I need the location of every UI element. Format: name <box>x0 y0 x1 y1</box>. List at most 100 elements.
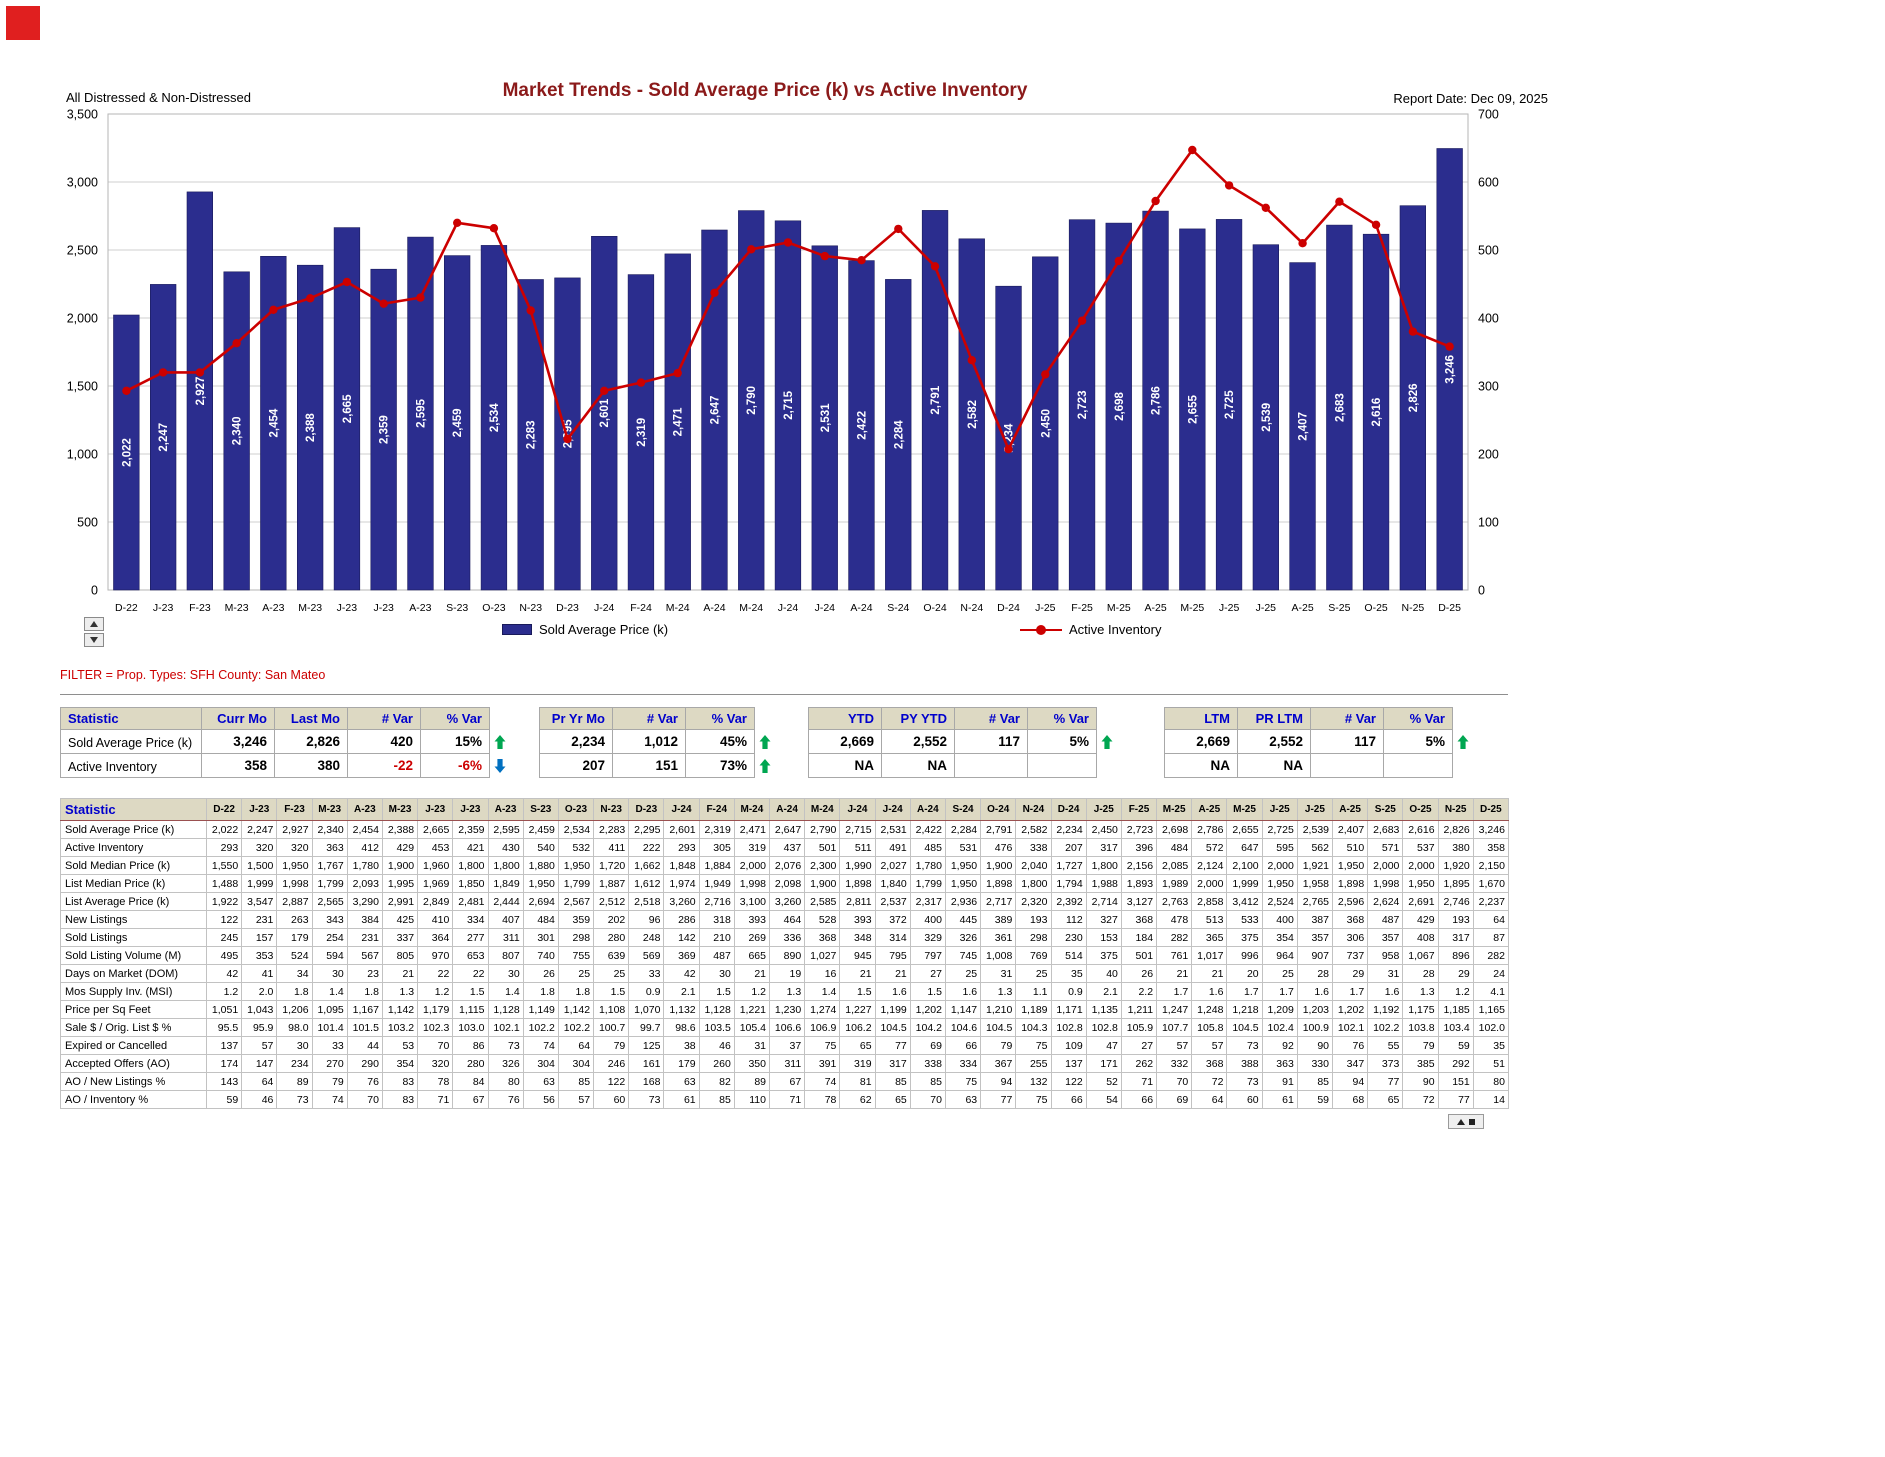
table-cell: 292 <box>1437 1054 1474 1073</box>
table-cell: 567 <box>346 946 383 965</box>
table-cell: 57 <box>1156 1036 1193 1055</box>
svg-text:2,283: 2,283 <box>526 420 538 449</box>
table-cell: 104.6 <box>944 1018 982 1037</box>
table-cell: 61 <box>1261 1090 1298 1109</box>
summary-value <box>1383 753 1453 778</box>
svg-text:2,786: 2,786 <box>1151 386 1163 415</box>
table-cell: 311 <box>487 928 524 947</box>
table-cell: 104.2 <box>909 1018 946 1037</box>
table-cell: 106.9 <box>804 1018 841 1037</box>
table-cell: 464 <box>768 910 806 929</box>
line-series <box>122 145 1454 454</box>
bar-series-swatch-icon <box>502 624 532 635</box>
table-cell: 277 <box>452 928 489 947</box>
table-cell: 286 <box>663 910 700 929</box>
svg-text:2,725: 2,725 <box>1224 390 1236 419</box>
table-cell: 89 <box>276 1072 313 1091</box>
table-cell: 64 <box>557 1036 595 1055</box>
table-cell: 1,998 <box>733 874 771 893</box>
table-cell: 478 <box>1156 910 1193 929</box>
table-cell: 363 <box>1261 1054 1298 1073</box>
table-cell: 2,714 <box>1085 892 1122 911</box>
table-corner-control[interactable] <box>1448 1114 1484 1129</box>
table-cell: 359 <box>557 910 595 929</box>
filter-text: FILTER = Prop. Types: SFH County: San Ma… <box>60 668 326 682</box>
table-cell: 375 <box>1085 946 1122 965</box>
month-header: M-24 <box>804 798 841 821</box>
summary-col-header: YTD <box>808 707 882 730</box>
table-cell: 1,895 <box>1437 874 1474 893</box>
table-cell: 74 <box>311 1090 348 1109</box>
table-cell: 1,189 <box>1015 1000 1052 1019</box>
table-cell: 245 <box>205 928 243 947</box>
table-cell: 304 <box>522 1054 559 1073</box>
summary-value: 2,826 <box>274 729 348 754</box>
table-cell: 389 <box>980 910 1017 929</box>
month-header: D-23 <box>628 798 665 821</box>
table-cell: 29 <box>1437 964 1474 983</box>
table-cell: 77 <box>1437 1090 1474 1109</box>
scroll-down-button[interactable] <box>84 633 104 647</box>
svg-text:2,454: 2,454 <box>268 408 280 437</box>
table-cell: 68 <box>1331 1090 1369 1109</box>
table-cell: 106.2 <box>839 1018 876 1037</box>
summary-value: 1,012 <box>612 729 686 754</box>
table-cell: 77 <box>874 1036 911 1055</box>
table-cell: 260 <box>698 1054 735 1073</box>
summary-value: 207 <box>539 753 613 778</box>
summary-col-header: # Var <box>1310 707 1384 730</box>
table-row: Sold Median Price (k) 1,550 1,500 1,950 1,76… <box>60 856 1509 875</box>
month-header: M-25 <box>1226 798 1263 821</box>
table-cell: 153 <box>1085 928 1122 947</box>
table-cell: 1,989 <box>1156 874 1193 893</box>
summary-value: 151 <box>612 753 686 778</box>
table-cell: 1,999 <box>1226 874 1263 893</box>
table-cell: 2,027 <box>874 856 911 875</box>
table-cell: 21 <box>1191 964 1228 983</box>
table-cell: 1,185 <box>1437 1000 1474 1019</box>
table-cell: 107.7 <box>1156 1018 1193 1037</box>
table-cell: 76 <box>346 1072 383 1091</box>
table-cell: 85 <box>874 1072 911 1091</box>
table-cell: 35 <box>1050 964 1087 983</box>
table-cell: 737 <box>1331 946 1369 965</box>
month-header: O-24 <box>980 798 1017 821</box>
table-cell: 1,887 <box>593 874 630 893</box>
row-label: Active Inventory <box>60 838 207 857</box>
table-cell: 2,022 <box>205 820 243 839</box>
table-cell: 16 <box>804 964 841 983</box>
table-cell: 53 <box>381 1036 419 1055</box>
scroll-up-button[interactable] <box>84 617 104 631</box>
table-cell: 2,320 <box>1015 892 1052 911</box>
table-cell: 1,165 <box>1472 1000 1509 1019</box>
svg-text:D-25: D-25 <box>1438 602 1461 614</box>
table-cell: 1,108 <box>593 1000 630 1019</box>
svg-text:A-24: A-24 <box>703 602 725 614</box>
divider-line <box>60 694 1508 695</box>
table-cell: 104.5 <box>874 1018 911 1037</box>
table-cell: 3,127 <box>1120 892 1158 911</box>
table-cell: 2.1 <box>663 982 700 1001</box>
table-cell: 137 <box>1050 1054 1087 1073</box>
table-cell: 384 <box>346 910 383 929</box>
table-cell: 2,624 <box>1367 892 1404 911</box>
table-cell: 2,100 <box>1226 856 1263 875</box>
table-cell: 487 <box>1367 910 1404 929</box>
table-cell: 21 <box>874 964 911 983</box>
table-cell: 1,884 <box>698 856 735 875</box>
table-cell: 1,210 <box>980 1000 1017 1019</box>
table-cell: 79 <box>980 1036 1017 1055</box>
table-row: Expired or Cancelled 137 57 30 33 44 53 70 86 73 7… <box>60 1036 1509 1055</box>
table-cell: 2,481 <box>452 892 489 911</box>
table-cell: 425 <box>381 910 419 929</box>
table-cell: 105.8 <box>1191 1018 1228 1037</box>
trend-arrow <box>490 729 514 754</box>
table-cell: 105.4 <box>733 1018 771 1037</box>
table-cell: 1,727 <box>1050 856 1087 875</box>
svg-text:2,595: 2,595 <box>415 399 427 428</box>
table-cell: 348 <box>839 928 876 947</box>
table-cell: 231 <box>241 910 278 929</box>
table-cell: 63 <box>663 1072 700 1091</box>
table-cell: 740 <box>522 946 559 965</box>
svg-text:O-25: O-25 <box>1364 602 1388 614</box>
